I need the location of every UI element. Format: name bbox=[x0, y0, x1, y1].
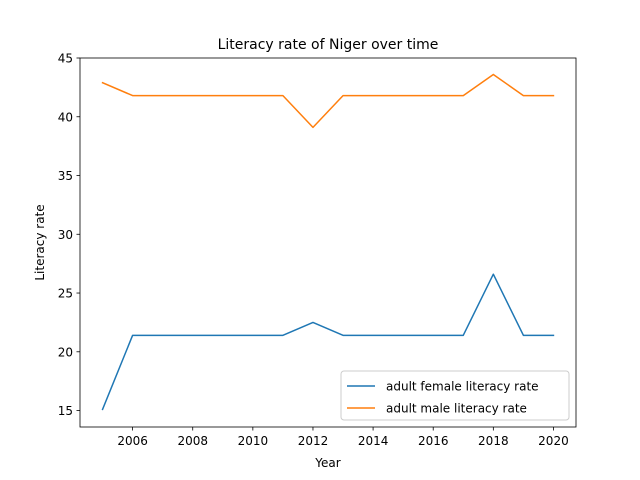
series-line bbox=[101, 73, 555, 129]
chart-title: Literacy rate of Niger over time bbox=[218, 37, 439, 53]
x-tick-label: 2020 bbox=[538, 434, 569, 448]
x-tick-label: 2008 bbox=[177, 434, 208, 448]
series-layer bbox=[101, 73, 555, 411]
y-tick-label: 20 bbox=[58, 345, 73, 359]
x-axis-label: Year bbox=[314, 456, 340, 470]
x-tick-label: 2012 bbox=[298, 434, 329, 448]
axes-frame bbox=[79, 57, 577, 428]
legend-box bbox=[340, 370, 570, 421]
x-tick-label: 2018 bbox=[478, 434, 509, 448]
y-axis-label: Literacy rate bbox=[33, 204, 47, 280]
x-tick-label: 2006 bbox=[117, 434, 148, 448]
plot-area bbox=[80, 58, 576, 427]
y-tick-label: 40 bbox=[58, 110, 73, 124]
legend: adult female literacy rate adult male lit… bbox=[340, 370, 570, 421]
y-tick-label: 25 bbox=[58, 287, 73, 301]
legend-label: adult male literacy rate bbox=[386, 402, 527, 416]
x-tick-label: 2016 bbox=[418, 434, 449, 448]
x-tick-label: 2014 bbox=[358, 434, 389, 448]
axes-layer: 2006 2008 2010 2012 2014 2016 2018 2020 15 20 25 30… bbox=[58, 52, 577, 448]
x-tick-label: 2010 bbox=[238, 434, 269, 448]
y-tick-label: 15 bbox=[58, 404, 73, 418]
series-line bbox=[101, 273, 555, 411]
y-tick-label: 35 bbox=[58, 169, 73, 183]
y-tick-label: 30 bbox=[58, 228, 73, 242]
legend-label: adult female literacy rate bbox=[386, 380, 539, 394]
y-tick-label: 45 bbox=[58, 52, 73, 66]
